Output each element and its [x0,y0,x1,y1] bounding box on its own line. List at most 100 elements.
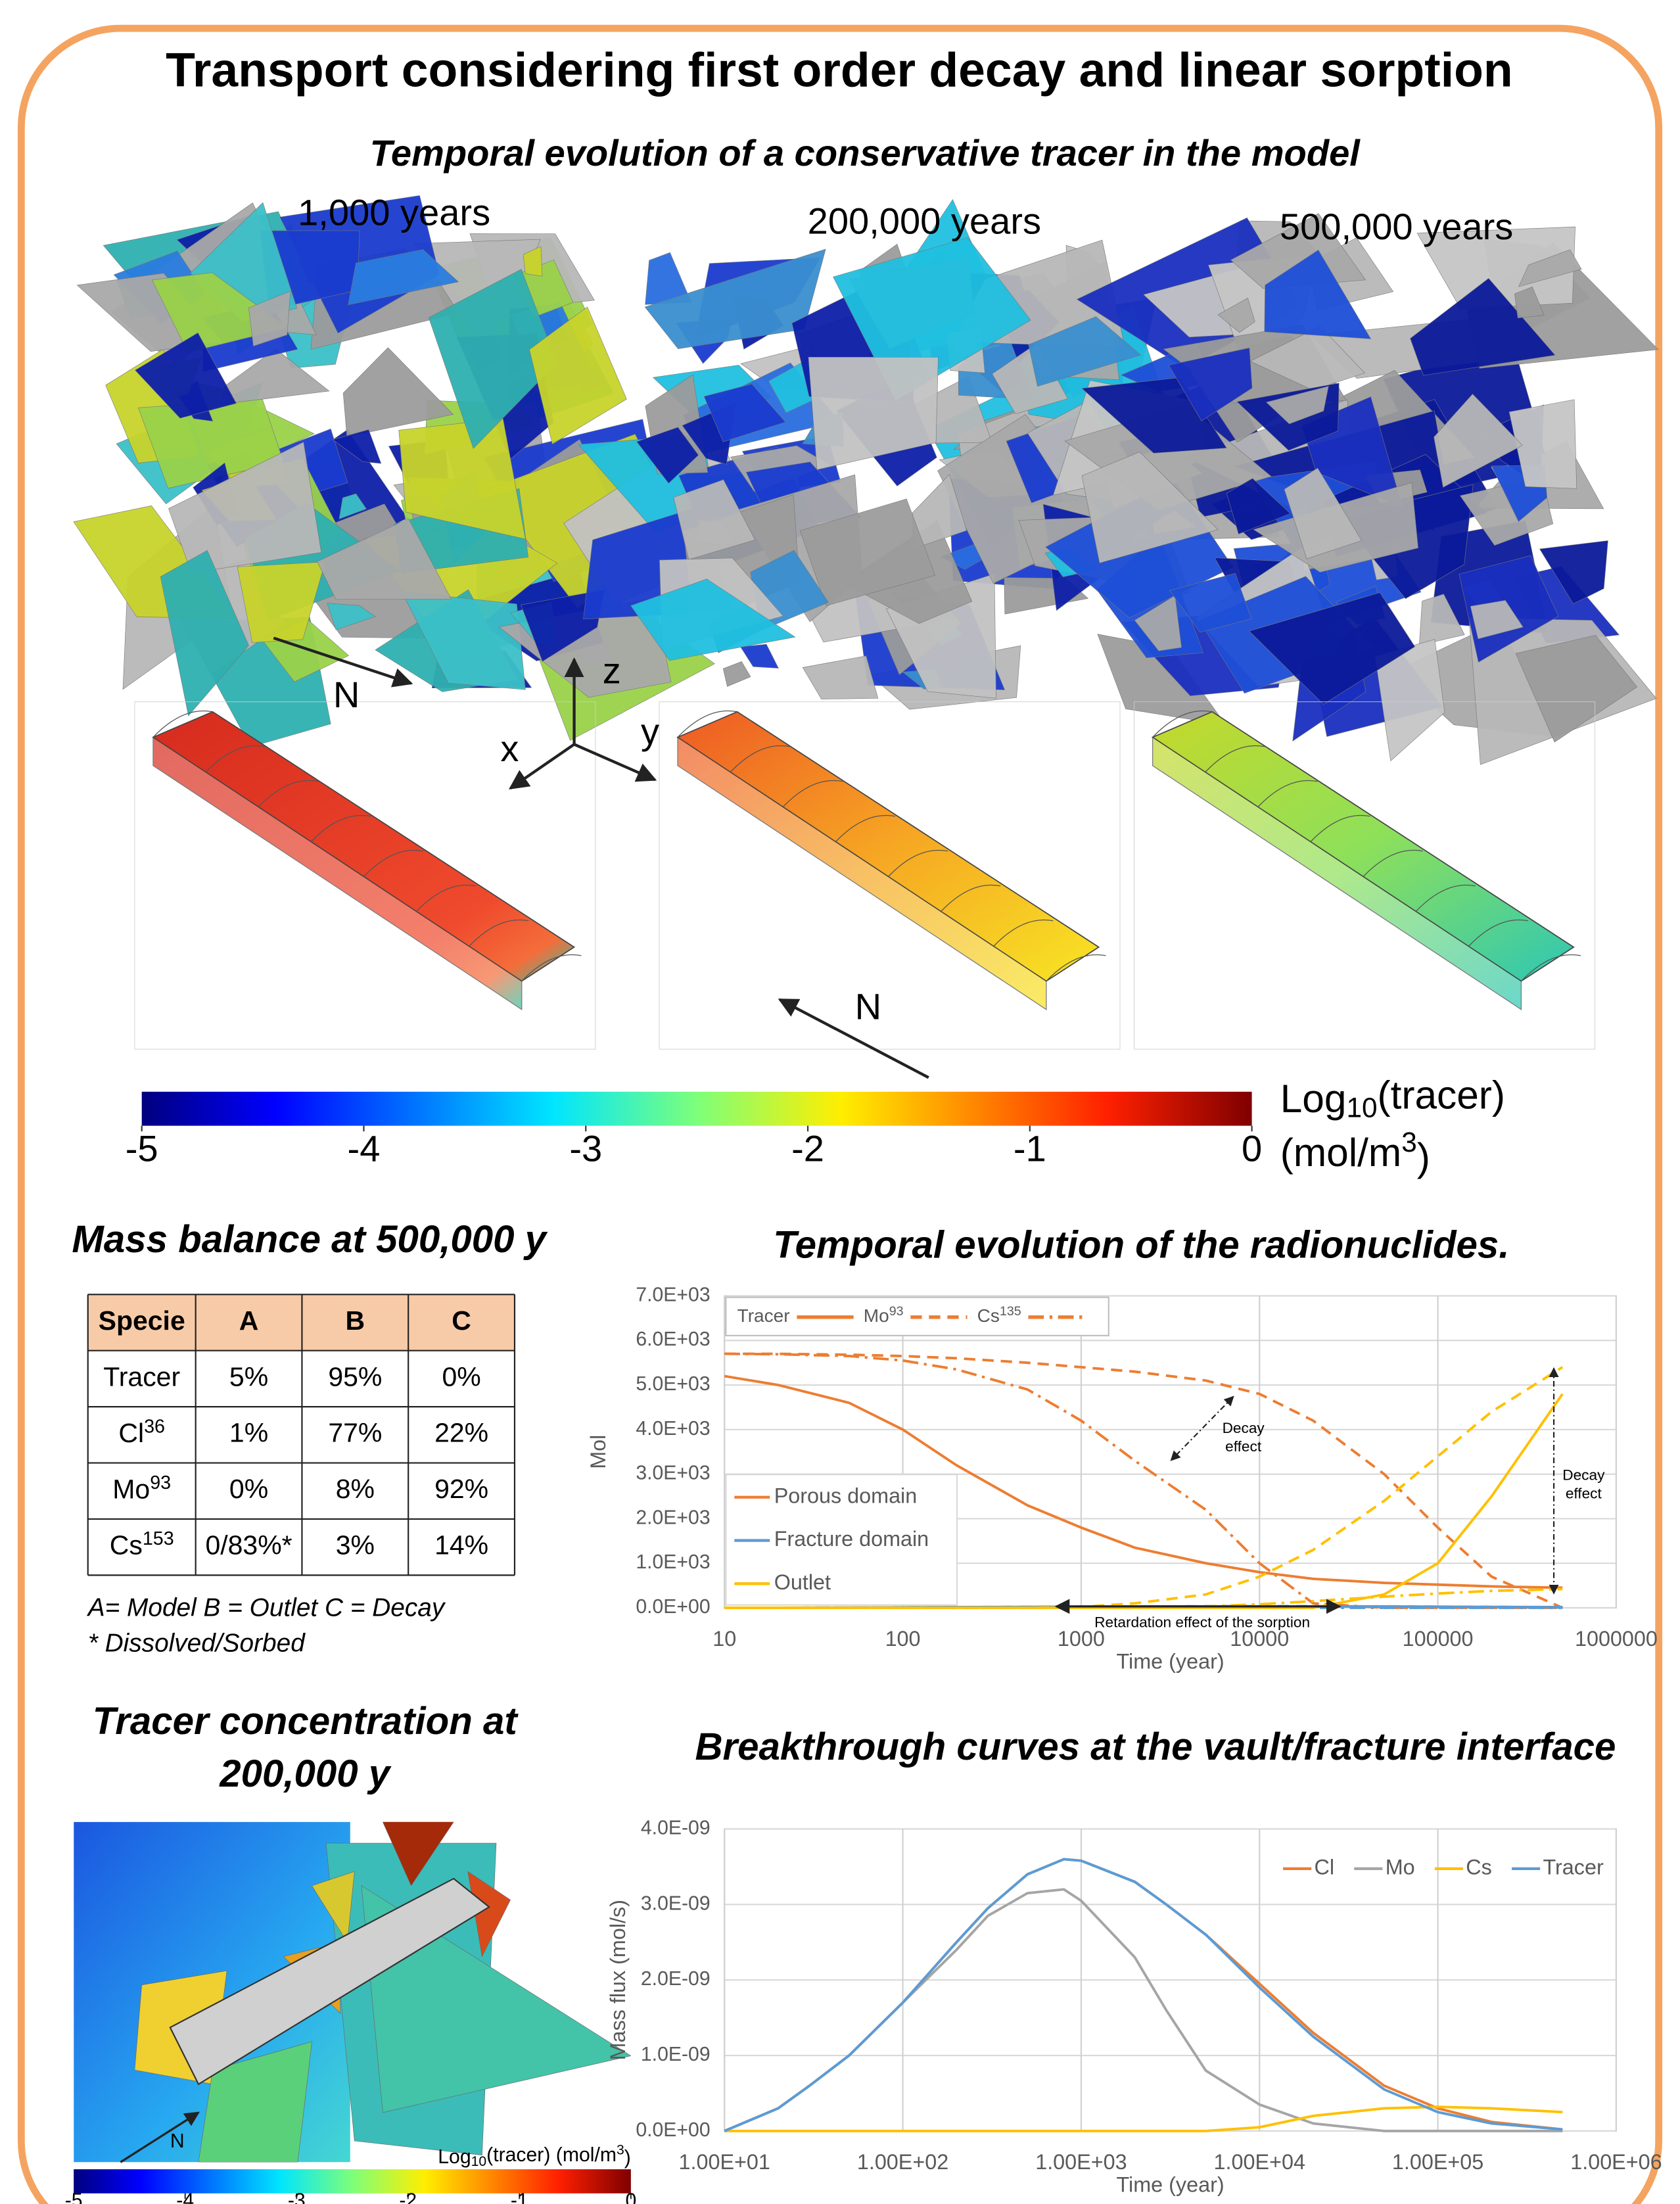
y-axis-title: Mass flux (mol/s) [606,1900,630,2060]
table-cell-part: 153 [143,1528,174,1549]
legend-label-part: Mo [864,1305,889,1326]
y-tick-label: 1.0E-09 [641,2044,711,2065]
legend-label-part: Tracer [737,1305,790,1326]
colorbar-label-part: (tracer) (mol/m [486,2144,617,2166]
colorbar-tick-label: -4 [348,1127,381,1169]
vault-side [153,738,522,1010]
chart-title: Temporal evolution of the radionuclides. [773,1224,1509,1267]
legend-label: Cl [1315,1855,1335,1879]
table-cell: 95% [328,1361,382,1392]
snapshot-label: 500,000 years [1280,206,1513,247]
table-note: A= Model B = Outlet C = Decay [87,1593,446,1622]
y-axis-title: Mol [586,1435,610,1469]
colorbar-label-part: 10 [1346,1092,1377,1123]
table-cell: 22% [434,1418,488,1448]
north-label: N [855,986,882,1027]
colorbar-label-part: ) [624,2147,631,2169]
table-cell: 92% [434,1474,488,1504]
series-line [724,1889,1562,2131]
y-tick-label: 2.0E-09 [641,1968,711,1990]
table-cell: 3% [336,1530,375,1560]
colorbar-tick-label: -1 [511,2190,528,2204]
colorbar [74,2169,631,2193]
colorbar-tick-label: -5 [65,2190,83,2204]
colorbar-tick-label: -3 [569,1127,602,1169]
legend-label-part: 135 [1000,1304,1021,1319]
colorbar-label-part: 3 [1401,1127,1417,1158]
annotation: effect [1225,1438,1262,1455]
colorbar-label-part: Log [1280,1076,1347,1121]
table-cell: Cl36 [118,1416,165,1448]
poster: Transport considering first order decay … [0,0,1680,2204]
x-tick-label: 1.00E+06 [1570,2150,1662,2174]
model-renderings [74,195,1658,1049]
colorbar-tick-label: -5 [126,1127,158,1169]
colorbar-label: (mol/m3) [1280,1127,1430,1179]
x-axis-title: Time (year) [1117,1650,1225,1674]
x-tick-label: 1.00E+03 [1035,2150,1127,2174]
series-line [724,1859,1562,2130]
y-tick-label: 7.0E+03 [636,1284,710,1305]
table-cell: B [346,1305,365,1336]
y-tick-label: 5.0E+03 [636,1373,710,1395]
y-tick-label: 4.0E+03 [636,1418,710,1440]
concentration-rendering [74,1822,631,2163]
annotation: Retardation effect of the sorption [1094,1614,1310,1631]
colorbar-tick-label: -1 [1014,1127,1046,1169]
y-tick-label: 0.0E+00 [636,2119,710,2141]
legend-label: Mo [1386,1855,1415,1879]
table-cell-part: 93 [150,1472,171,1493]
y-tick-label: 6.0E+03 [636,1328,710,1350]
x-tick-label: 1000000 [1575,1627,1658,1651]
colorbar-label-part: (tracer) [1377,1072,1505,1117]
table-cell: Tracer [103,1361,180,1392]
table-cell-part: Mo [112,1474,150,1504]
legend-label: Cs [1466,1855,1492,1879]
y-tick-label: 3.0E-09 [641,1892,711,1914]
series-line [724,1859,1562,2130]
axis-name: z [603,649,621,691]
x-tick-label: 1.00E+01 [679,2150,770,2174]
x-tick-label: 10 [712,1627,736,1651]
colorbar-label: Log10(tracer) (mol/m3) [438,2142,631,2169]
table-cell: 0% [442,1361,480,1392]
colorbar-label-part: 10 [471,2154,487,2169]
colorbar-tick-label: 0 [625,2190,636,2204]
table-cell: Mo93 [112,1472,171,1504]
legend-label-part: 93 [889,1304,904,1319]
section-title: Mass balance at 500,000 y [72,1218,548,1261]
y-tick-label: 0.0E+00 [636,1596,710,1618]
table-note: * Dissolved/Sorbed [88,1629,306,1657]
annotation: Decay [1223,1420,1265,1436]
section-title: Tracer concentration at [93,1700,519,1743]
table-cell: 0/83%* [205,1530,292,1560]
x-tick-label: 100000 [1403,1627,1474,1651]
table-cell-part: 36 [144,1416,165,1437]
fracture-plane [741,644,779,668]
y-tick-label: 3.0E+03 [636,1463,710,1484]
legend-label-part: Cs [977,1305,1000,1326]
table-cell: 14% [434,1530,488,1560]
axis-name: x [500,728,519,769]
table-cell: C [452,1305,471,1336]
colorbar-label-part: (mol/m [1280,1130,1401,1175]
table-cell: 77% [328,1418,382,1448]
y-tick-label: 2.0E+03 [636,1507,710,1528]
table-cell-part: Cs [110,1530,143,1560]
x-tick-label: 100 [885,1627,921,1651]
colorbar-label-part: Log [438,2146,471,2168]
table-cell: 8% [336,1474,375,1504]
legend-label: Tracer [737,1305,790,1326]
snapshot-label: 200,000 years [808,200,1041,242]
legend-label: Tracer [1543,1855,1603,1879]
fracture-plane [803,656,878,699]
fracture-plane [723,661,751,686]
section-title: 200,000 y [219,1752,392,1795]
axis-name: y [641,711,659,752]
x-tick-label: 1.00E+04 [1214,2150,1305,2174]
x-tick-label: 1.00E+05 [1392,2150,1483,2174]
table-cell: 0% [229,1474,268,1504]
annotation: effect [1566,1485,1602,1501]
colorbar-tick-label: -2 [791,1127,824,1169]
legend-label: Outlet [774,1570,831,1594]
